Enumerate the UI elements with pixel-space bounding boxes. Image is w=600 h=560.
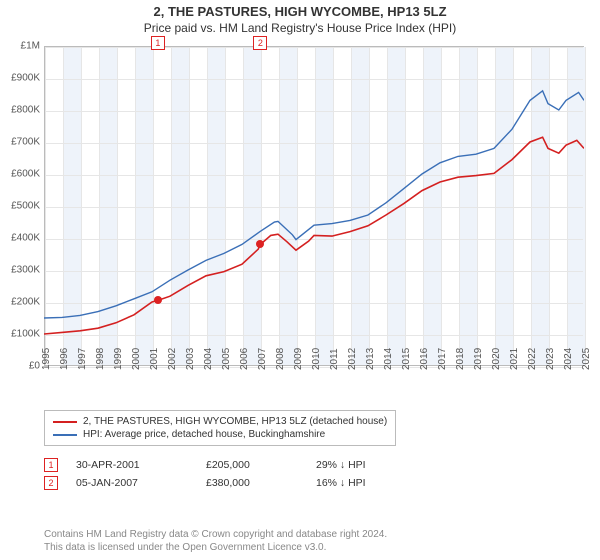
y-tick-label: £100K: [11, 329, 40, 340]
transaction-index-icon: 2: [44, 476, 58, 490]
transaction-row: 1 30-APR-2001£205,00029% ↓ HPI: [44, 456, 416, 474]
x-tick-label: 2009: [293, 348, 304, 370]
attribution-line: This data is licensed under the Open Gov…: [44, 541, 387, 554]
x-tick-label: 2003: [185, 348, 196, 370]
x-tick-label: 2021: [509, 348, 520, 370]
y-tick-label: £300K: [11, 265, 40, 276]
y-tick-label: £900K: [11, 73, 40, 84]
legend-swatch: [53, 421, 77, 423]
y-tick-label: £400K: [11, 233, 40, 244]
y-tick-label: £200K: [11, 297, 40, 308]
chart-container: 2, THE PASTURES, HIGH WYCOMBE, HP13 5LZ …: [0, 0, 600, 560]
x-tick-label: 2002: [167, 348, 178, 370]
x-tick-label: 2016: [419, 348, 430, 370]
y-tick-label: £1M: [21, 41, 40, 52]
x-tick-label: 2012: [347, 348, 358, 370]
attribution: Contains HM Land Registry data © Crown c…: [44, 528, 387, 554]
legend: 2, THE PASTURES, HIGH WYCOMBE, HP13 5LZ …: [44, 410, 396, 446]
chart-subtitle: Price paid vs. HM Land Registry's House …: [0, 21, 600, 35]
transaction-dot: [154, 296, 162, 304]
transaction-row: 2 05-JAN-2007£380,00016% ↓ HPI: [44, 474, 416, 492]
x-tick-label: 2020: [491, 348, 502, 370]
x-tick-label: 2019: [473, 348, 484, 370]
y-tick-label: £600K: [11, 169, 40, 180]
legend-label: 2, THE PASTURES, HIGH WYCOMBE, HP13 5LZ …: [83, 416, 387, 427]
x-tick-label: 1995: [41, 348, 52, 370]
x-tick-label: 2022: [527, 348, 538, 370]
gridline-v: [585, 47, 586, 365]
transaction-marker: 1: [151, 36, 165, 50]
x-tick-label: 2017: [437, 348, 448, 370]
transaction-delta: 16% ↓ HPI: [316, 477, 416, 489]
y-tick-label: £0: [29, 361, 40, 372]
x-tick-label: 2000: [131, 348, 142, 370]
transaction-index-icon: 1: [44, 458, 58, 472]
x-tick-label: 2004: [203, 348, 214, 370]
series-line-hpi: [44, 91, 584, 318]
transaction-date: 30-APR-2001: [76, 459, 206, 471]
transactions-table: 1 30-APR-2001£205,00029% ↓ HPI 2 05-JAN-200…: [44, 456, 416, 492]
x-tick-label: 2024: [563, 348, 574, 370]
x-tick-label: 2006: [239, 348, 250, 370]
attribution-line: Contains HM Land Registry data © Crown c…: [44, 528, 387, 541]
legend-item: HPI: Average price, detached house, Buck…: [53, 428, 387, 441]
transaction-delta: 29% ↓ HPI: [316, 459, 416, 471]
x-tick-label: 2025: [581, 348, 592, 370]
x-tick-label: 2008: [275, 348, 286, 370]
x-tick-label: 2007: [257, 348, 268, 370]
y-tick-label: £500K: [11, 201, 40, 212]
x-tick-label: 1999: [113, 348, 124, 370]
x-tick-label: 2013: [365, 348, 376, 370]
transaction-price: £380,000: [206, 477, 316, 489]
title-block: 2, THE PASTURES, HIGH WYCOMBE, HP13 5LZ …: [0, 0, 600, 35]
transaction-marker: 2: [253, 36, 267, 50]
x-tick-label: 2014: [383, 348, 394, 370]
y-tick-label: £800K: [11, 105, 40, 116]
transaction-date: 05-JAN-2007: [76, 477, 206, 489]
chart-area: 1995199619971998199920002001200220032004…: [44, 46, 584, 366]
chart-svg: [44, 46, 584, 366]
y-tick-label: £700K: [11, 137, 40, 148]
legend-swatch: [53, 434, 77, 436]
x-tick-label: 2023: [545, 348, 556, 370]
transaction-dot: [256, 240, 264, 248]
legend-item: 2, THE PASTURES, HIGH WYCOMBE, HP13 5LZ …: [53, 415, 387, 428]
x-tick-label: 1996: [59, 348, 70, 370]
chart-title: 2, THE PASTURES, HIGH WYCOMBE, HP13 5LZ: [0, 4, 600, 19]
x-tick-label: 1998: [95, 348, 106, 370]
series-line-property: [44, 137, 584, 334]
x-tick-label: 2018: [455, 348, 466, 370]
x-tick-label: 2011: [329, 348, 340, 370]
x-tick-label: 2005: [221, 348, 232, 370]
x-tick-label: 2015: [401, 348, 412, 370]
x-tick-label: 2010: [311, 348, 322, 370]
x-tick-label: 1997: [77, 348, 88, 370]
transaction-price: £205,000: [206, 459, 316, 471]
legend-label: HPI: Average price, detached house, Buck…: [83, 429, 325, 440]
x-tick-label: 2001: [149, 348, 160, 370]
